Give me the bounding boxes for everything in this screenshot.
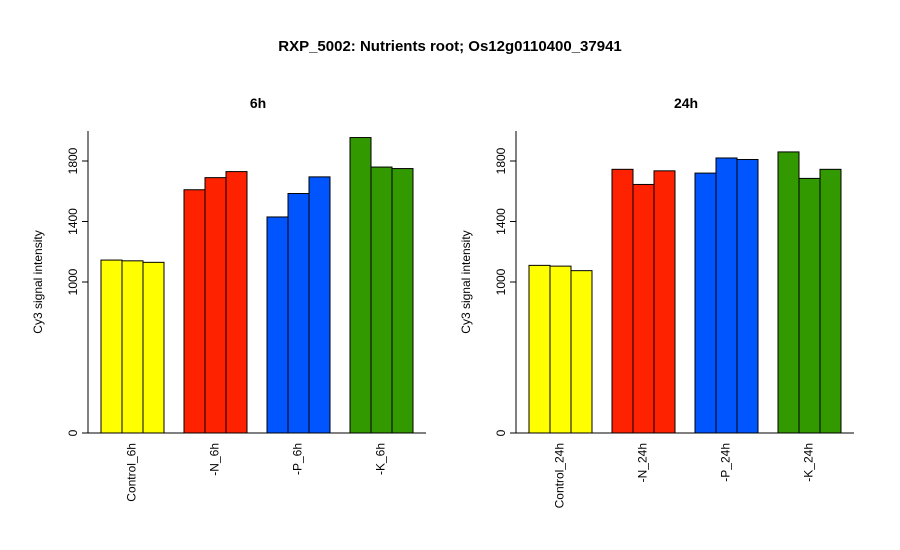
bar (549, 265, 572, 434)
bar (225, 171, 248, 434)
y-tick-label: 1000 (66, 268, 80, 295)
category-label: -N_24h (636, 443, 650, 482)
y-tick-label: 1800 (494, 147, 508, 174)
bar (798, 177, 821, 434)
category-label: Control_6h (125, 443, 139, 502)
bar (183, 189, 206, 434)
bar (694, 172, 717, 434)
y-axis-label: Cy3 signal intensity (459, 230, 473, 333)
y-tick-label: 1000 (494, 268, 508, 295)
bar (370, 166, 393, 434)
bar (715, 157, 738, 434)
main-title: RXP_5002: Nutrients root; Os12g0110400_3… (278, 38, 622, 55)
y-axis-label: Cy3 signal intensity (31, 230, 45, 333)
category-label: -K_24h (802, 443, 816, 482)
category-label: -N_6h (208, 443, 222, 476)
category-label: -K_6h (374, 443, 388, 475)
bar (777, 151, 800, 434)
bar (121, 260, 144, 434)
y-tick-label: 0 (66, 429, 80, 436)
bar (204, 177, 227, 434)
bar (391, 168, 414, 434)
category-label: Control_24h (553, 443, 567, 508)
bar (287, 193, 310, 434)
bar (632, 183, 655, 434)
panel-title: 24h (674, 95, 698, 111)
bar (142, 261, 165, 434)
y-tick-label: 0 (494, 429, 508, 436)
bar (736, 158, 759, 434)
panel-title: 6h (250, 95, 266, 111)
category-label: -P_6h (291, 443, 305, 475)
bar (528, 264, 551, 434)
bar (819, 168, 842, 434)
bar (266, 216, 289, 434)
category-label: -P_24h (719, 443, 733, 482)
y-tick-label: 1400 (494, 208, 508, 235)
bar (570, 270, 593, 434)
bar (611, 168, 634, 434)
y-tick-label: 1800 (66, 147, 80, 174)
bar (349, 137, 372, 434)
bar (308, 176, 331, 434)
bar (653, 170, 676, 434)
y-tick-label: 1400 (66, 208, 80, 235)
bar (100, 259, 123, 434)
